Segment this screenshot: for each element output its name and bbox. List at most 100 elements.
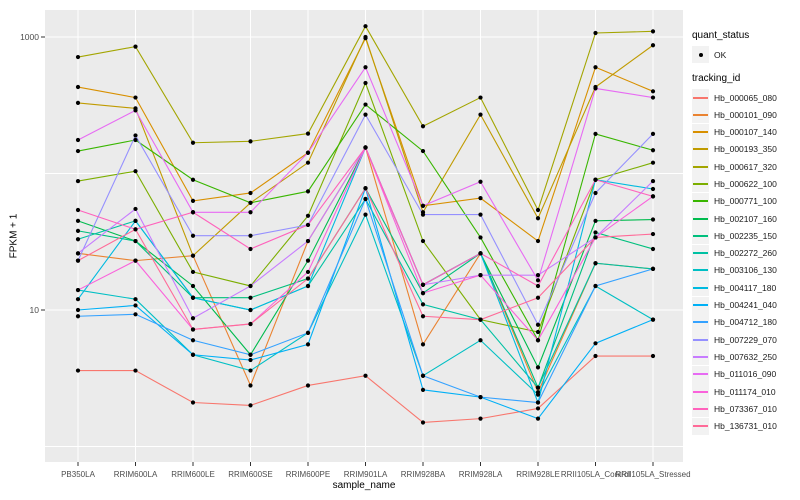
line-swatch-icon xyxy=(693,425,708,428)
data-point xyxy=(190,233,196,238)
data-point xyxy=(535,207,541,213)
data-point xyxy=(305,189,311,194)
data-point xyxy=(650,186,656,192)
data-point xyxy=(248,283,253,289)
line-swatch-icon xyxy=(693,286,708,289)
data-point xyxy=(535,385,541,390)
data-point xyxy=(363,65,368,70)
data-point xyxy=(305,131,311,136)
line-swatch-icon xyxy=(693,373,708,376)
data-point xyxy=(593,353,598,359)
legend-key xyxy=(692,210,709,228)
data-point xyxy=(133,133,138,138)
data-point xyxy=(75,297,81,302)
data-point xyxy=(650,95,656,100)
data-point xyxy=(305,238,311,244)
data-point xyxy=(363,212,368,217)
line-swatch-icon xyxy=(693,390,708,393)
data-point xyxy=(190,140,196,145)
data-point xyxy=(420,282,426,287)
data-point xyxy=(535,238,541,244)
data-point xyxy=(75,137,81,143)
x-tick-label: RRIM901LA xyxy=(344,470,388,479)
legend-entry-label: Hb_011016_090 xyxy=(714,369,777,380)
data-point xyxy=(535,365,541,370)
data-point xyxy=(535,322,541,327)
quant-status-legend-entry: OK xyxy=(692,46,798,63)
y-tick-label: 10 xyxy=(30,305,40,315)
data-point xyxy=(420,342,426,347)
legend-key xyxy=(692,296,709,314)
data-point xyxy=(363,80,368,86)
data-point xyxy=(535,329,541,335)
data-point xyxy=(133,238,138,244)
data-point xyxy=(190,253,196,258)
data-point xyxy=(190,338,196,343)
data-point xyxy=(650,148,656,153)
data-point xyxy=(650,89,656,94)
legend-key xyxy=(692,158,709,176)
legend-entry-label: Hb_000771_100 xyxy=(714,196,777,207)
legend-key xyxy=(692,331,709,349)
data-point xyxy=(248,295,253,300)
data-point xyxy=(478,179,483,184)
data-point xyxy=(535,216,541,221)
legend-entry-Hb_007229_070: Hb_007229_070 xyxy=(692,331,798,349)
data-point xyxy=(478,212,483,217)
data-point xyxy=(248,307,253,313)
legend-key xyxy=(692,227,709,245)
legend-entry-label: Hb_011174_010 xyxy=(714,386,776,397)
data-point xyxy=(248,233,253,238)
x-tick-label: RRII105LA_Stressed xyxy=(615,470,690,479)
x-tick-label: RRIM600LA xyxy=(114,470,158,479)
data-point xyxy=(75,314,81,319)
data-point xyxy=(593,30,598,36)
legend-entry-label: Hb_004117_180 xyxy=(714,282,777,293)
y-axis-title: FPKM + 1 xyxy=(8,213,20,259)
legend-key xyxy=(692,383,709,401)
legend-key xyxy=(692,175,709,193)
legend-entry-label: Hb_073367_010 xyxy=(714,403,777,414)
data-point xyxy=(535,406,541,411)
x-tick-label: RRIM600SE xyxy=(228,470,272,479)
data-point xyxy=(248,321,253,327)
data-point xyxy=(190,400,196,405)
data-point xyxy=(75,54,81,60)
data-point xyxy=(593,261,598,266)
data-point xyxy=(305,330,311,335)
data-point xyxy=(190,283,196,289)
legend-entry-Hb_011174_010: Hb_011174_010 xyxy=(692,383,798,401)
data-point xyxy=(420,238,426,244)
x-axis-title: sample_name xyxy=(332,480,396,491)
legend-key xyxy=(692,348,709,366)
data-point xyxy=(650,353,656,359)
data-point xyxy=(248,200,253,205)
quant-status-legend-title: quant_status xyxy=(692,30,750,41)
data-point xyxy=(248,210,253,215)
data-point xyxy=(75,228,81,233)
legend-key xyxy=(692,244,709,262)
y-tick-label: 1000 xyxy=(20,32,39,42)
data-point xyxy=(535,295,541,300)
line-swatch-icon xyxy=(693,407,708,410)
legend-key xyxy=(692,400,709,418)
legend-entry-Hb_000617_320: Hb_000617_320 xyxy=(692,158,798,176)
legend-key xyxy=(692,123,709,141)
legend-key xyxy=(692,46,709,63)
data-point xyxy=(75,237,81,242)
data-point xyxy=(133,312,138,317)
data-point xyxy=(190,352,196,357)
data-point xyxy=(305,276,311,281)
data-point xyxy=(190,316,196,321)
data-point xyxy=(305,269,311,275)
legend-entry-Hb_004117_180: Hb_004117_180 xyxy=(692,279,798,297)
data-point xyxy=(420,314,426,319)
data-point xyxy=(305,160,311,165)
legend-key xyxy=(692,313,709,331)
data-point xyxy=(363,145,368,150)
legend-entry-Hb_002272_260: Hb_002272_260 xyxy=(692,244,798,262)
legend-entry-Hb_007632_250: Hb_007632_250 xyxy=(692,348,798,366)
tracking-id-legend-title: tracking_id xyxy=(692,73,741,84)
